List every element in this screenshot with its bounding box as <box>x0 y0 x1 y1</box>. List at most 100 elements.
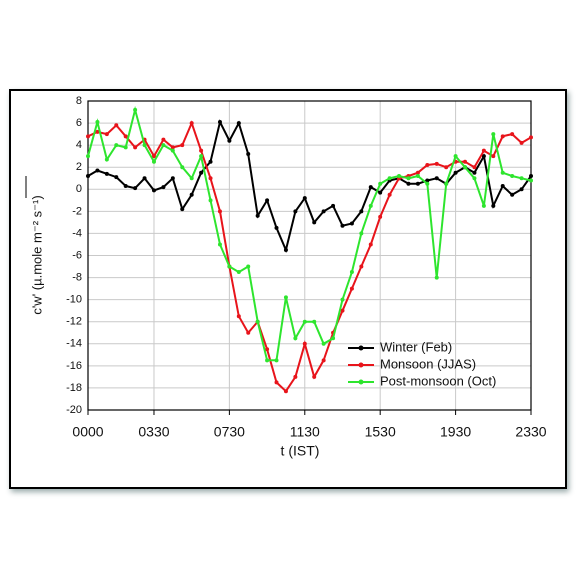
point-marker <box>397 174 402 179</box>
point-marker <box>217 209 222 214</box>
point-marker <box>255 213 260 218</box>
point-marker <box>340 308 345 313</box>
point-marker <box>302 341 307 346</box>
point-marker <box>453 154 458 159</box>
point-marker <box>491 154 496 159</box>
point-marker <box>359 264 364 269</box>
y-tick-label: -10 <box>66 294 82 306</box>
x-tick-label: 0730 <box>214 424 245 440</box>
point-marker <box>133 186 138 191</box>
point-marker <box>340 223 345 228</box>
point-marker <box>142 176 147 181</box>
point-marker <box>180 207 185 212</box>
point-marker <box>236 314 241 319</box>
y-axis-label: c'w' (µ.mole m⁻² s⁻¹) <box>29 195 44 314</box>
point-marker <box>180 165 185 170</box>
point-marker <box>529 178 533 183</box>
point-marker <box>180 143 185 148</box>
point-marker <box>293 209 298 214</box>
point-marker <box>529 135 533 140</box>
point-marker <box>189 121 194 126</box>
point-marker <box>415 174 420 179</box>
point-marker <box>378 181 383 186</box>
point-marker <box>114 143 119 148</box>
point-marker <box>161 185 166 190</box>
point-marker <box>425 163 430 168</box>
y-tick-label: -14 <box>66 338 82 350</box>
point-marker <box>265 358 270 363</box>
point-marker <box>208 198 213 203</box>
point-marker <box>265 347 270 352</box>
point-marker <box>199 154 204 159</box>
point-marker <box>236 270 241 275</box>
point-marker <box>359 209 364 214</box>
point-marker <box>246 151 251 156</box>
y-tick-label: -6 <box>72 249 82 261</box>
y-tick-label: 8 <box>76 95 82 107</box>
point-marker <box>444 181 449 186</box>
legend-label: Post-monsoon (Oct) <box>380 373 496 388</box>
y-tick-label: -2 <box>72 205 82 217</box>
point-marker <box>453 170 458 175</box>
y-tick-label: 4 <box>76 139 82 151</box>
y-tick-label: -18 <box>66 382 82 394</box>
point-marker <box>151 188 156 193</box>
x-tick-label: 1130 <box>290 424 320 440</box>
point-marker <box>415 170 420 175</box>
point-marker <box>378 190 383 195</box>
point-marker <box>123 183 128 188</box>
point-marker <box>170 176 175 181</box>
point-marker <box>481 148 486 153</box>
point-marker <box>302 319 307 324</box>
point-marker <box>123 145 128 150</box>
legend-marker <box>358 362 364 368</box>
point-marker <box>86 154 90 159</box>
point-marker <box>217 242 222 247</box>
point-marker <box>481 154 486 159</box>
y-tick-label: 6 <box>76 117 82 129</box>
point-marker <box>368 185 373 190</box>
point-marker <box>265 198 270 203</box>
point-marker <box>114 175 119 180</box>
y-tick-label: -8 <box>72 271 82 283</box>
point-marker <box>500 183 505 188</box>
point-marker <box>425 181 430 186</box>
point-marker <box>133 107 138 112</box>
point-marker <box>529 174 533 179</box>
point-marker <box>161 143 166 148</box>
point-marker <box>95 168 100 173</box>
point-marker <box>368 203 373 208</box>
point-marker <box>340 297 345 302</box>
point-marker <box>293 374 298 379</box>
point-marker <box>151 159 156 164</box>
point-marker <box>208 159 213 164</box>
point-marker <box>387 176 392 181</box>
point-marker <box>189 176 194 181</box>
point-marker <box>246 330 251 335</box>
y-tick-label: -4 <box>72 227 82 239</box>
point-marker <box>415 181 420 186</box>
point-marker <box>331 203 336 208</box>
point-marker <box>95 119 100 124</box>
point-marker <box>227 264 232 269</box>
point-marker <box>208 176 213 181</box>
point-marker <box>227 138 232 143</box>
point-marker <box>104 132 109 137</box>
point-marker <box>293 336 298 341</box>
point-marker <box>274 380 279 385</box>
point-marker <box>500 134 505 139</box>
point-marker <box>321 209 326 214</box>
x-tick-label: 1530 <box>365 424 396 440</box>
point-marker <box>312 374 317 379</box>
point-marker <box>283 247 288 252</box>
y-tick-label: -20 <box>66 404 82 416</box>
point-marker <box>519 140 524 145</box>
point-marker <box>519 187 524 192</box>
point-marker <box>161 137 166 142</box>
legend-marker <box>358 379 364 385</box>
legend-label: Monsoon (JJAS) <box>380 356 476 371</box>
point-marker <box>321 358 326 363</box>
